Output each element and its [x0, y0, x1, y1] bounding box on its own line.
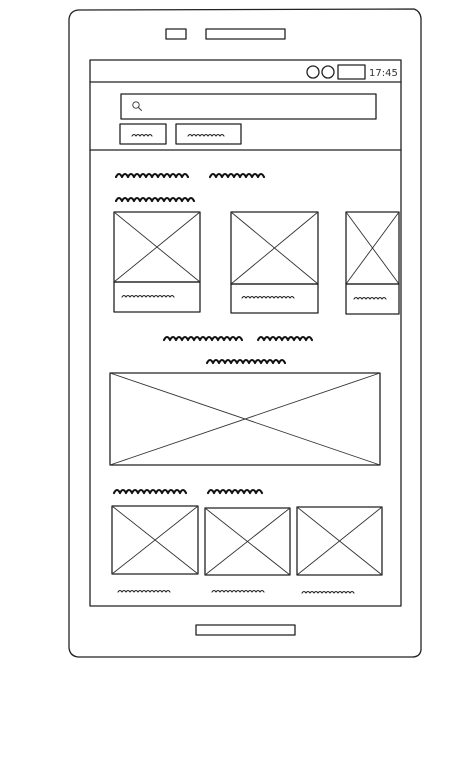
section-2-heading [162, 335, 314, 365]
filter-chip-1[interactable] [119, 123, 167, 145]
section-1-heading [114, 172, 266, 203]
status-time: 17:45 [369, 68, 398, 79]
status-bar: 17:45 [89, 64, 402, 83]
screen [89, 59, 402, 607]
section-3-heading [112, 488, 264, 495]
grid-image-placeholder[interactable] [296, 506, 383, 594]
speaker-slot [205, 28, 286, 40]
search-bar[interactable] [120, 93, 377, 120]
grid-image-placeholder[interactable] [204, 507, 291, 593]
filter-chip-2[interactable] [175, 123, 242, 145]
banner-image-placeholder[interactable] [109, 372, 381, 466]
signal-icon [306, 65, 320, 79]
grid-image-placeholder[interactable] [111, 505, 199, 593]
front-camera [165, 28, 187, 40]
card-image-placeholder[interactable] [230, 211, 319, 314]
card-image-placeholder[interactable] [113, 211, 201, 313]
search-icon [132, 101, 142, 111]
battery-icon [337, 64, 366, 80]
card-image-placeholder[interactable] [345, 211, 400, 315]
home-button[interactable] [195, 624, 296, 636]
phone-frame [68, 8, 422, 658]
wifi-icon [321, 65, 335, 79]
